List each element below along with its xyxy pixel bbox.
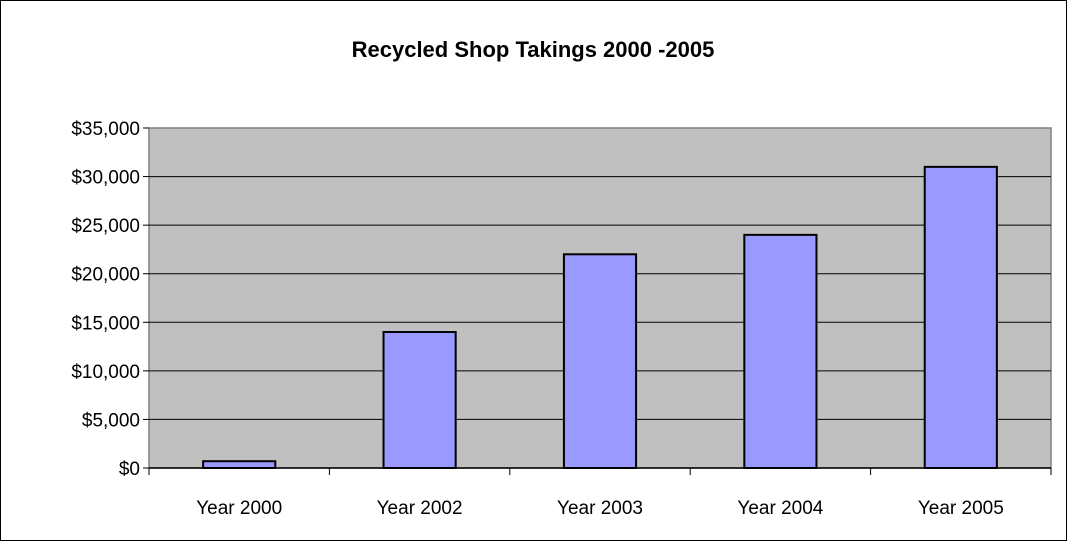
x-axis-tick-labels: Year 2000 Year 2002 Year 2003 Year 2004 Year… (196, 498, 1004, 519)
bar (923, 165, 998, 469)
x-tick-label: Year 2003 (557, 498, 643, 519)
y-tick-label: $15,000 (71, 313, 140, 334)
x-tick-label: Year 2004 (737, 498, 823, 519)
axes (143, 127, 1052, 475)
y-tick-label: $10,000 (71, 362, 140, 383)
bars (202, 165, 998, 470)
gridlines (149, 176, 1051, 420)
x-tick-label: Year 2005 (918, 498, 1004, 519)
chart-title: Recycled Shop Takings 2000 -2005 (352, 37, 715, 62)
y-tick-label: $30,000 (71, 168, 140, 189)
bar (202, 460, 277, 470)
x-tick-label: Year 2000 (196, 498, 282, 519)
y-tick-label: $0 (119, 459, 140, 480)
y-tick-label: $25,000 (71, 216, 140, 237)
bar (743, 233, 818, 469)
bar (382, 331, 457, 469)
y-tick-label: $35,000 (71, 119, 140, 140)
x-tick-label: Year 2002 (377, 498, 463, 519)
y-tick-label: $5,000 (82, 410, 140, 431)
bar (562, 253, 638, 469)
y-tick-label: $20,000 (71, 265, 140, 286)
y-axis-tick-labels: $0 $5,000 $10,000 $15,000 $20,000 $25,000 $30,… (71, 119, 140, 480)
